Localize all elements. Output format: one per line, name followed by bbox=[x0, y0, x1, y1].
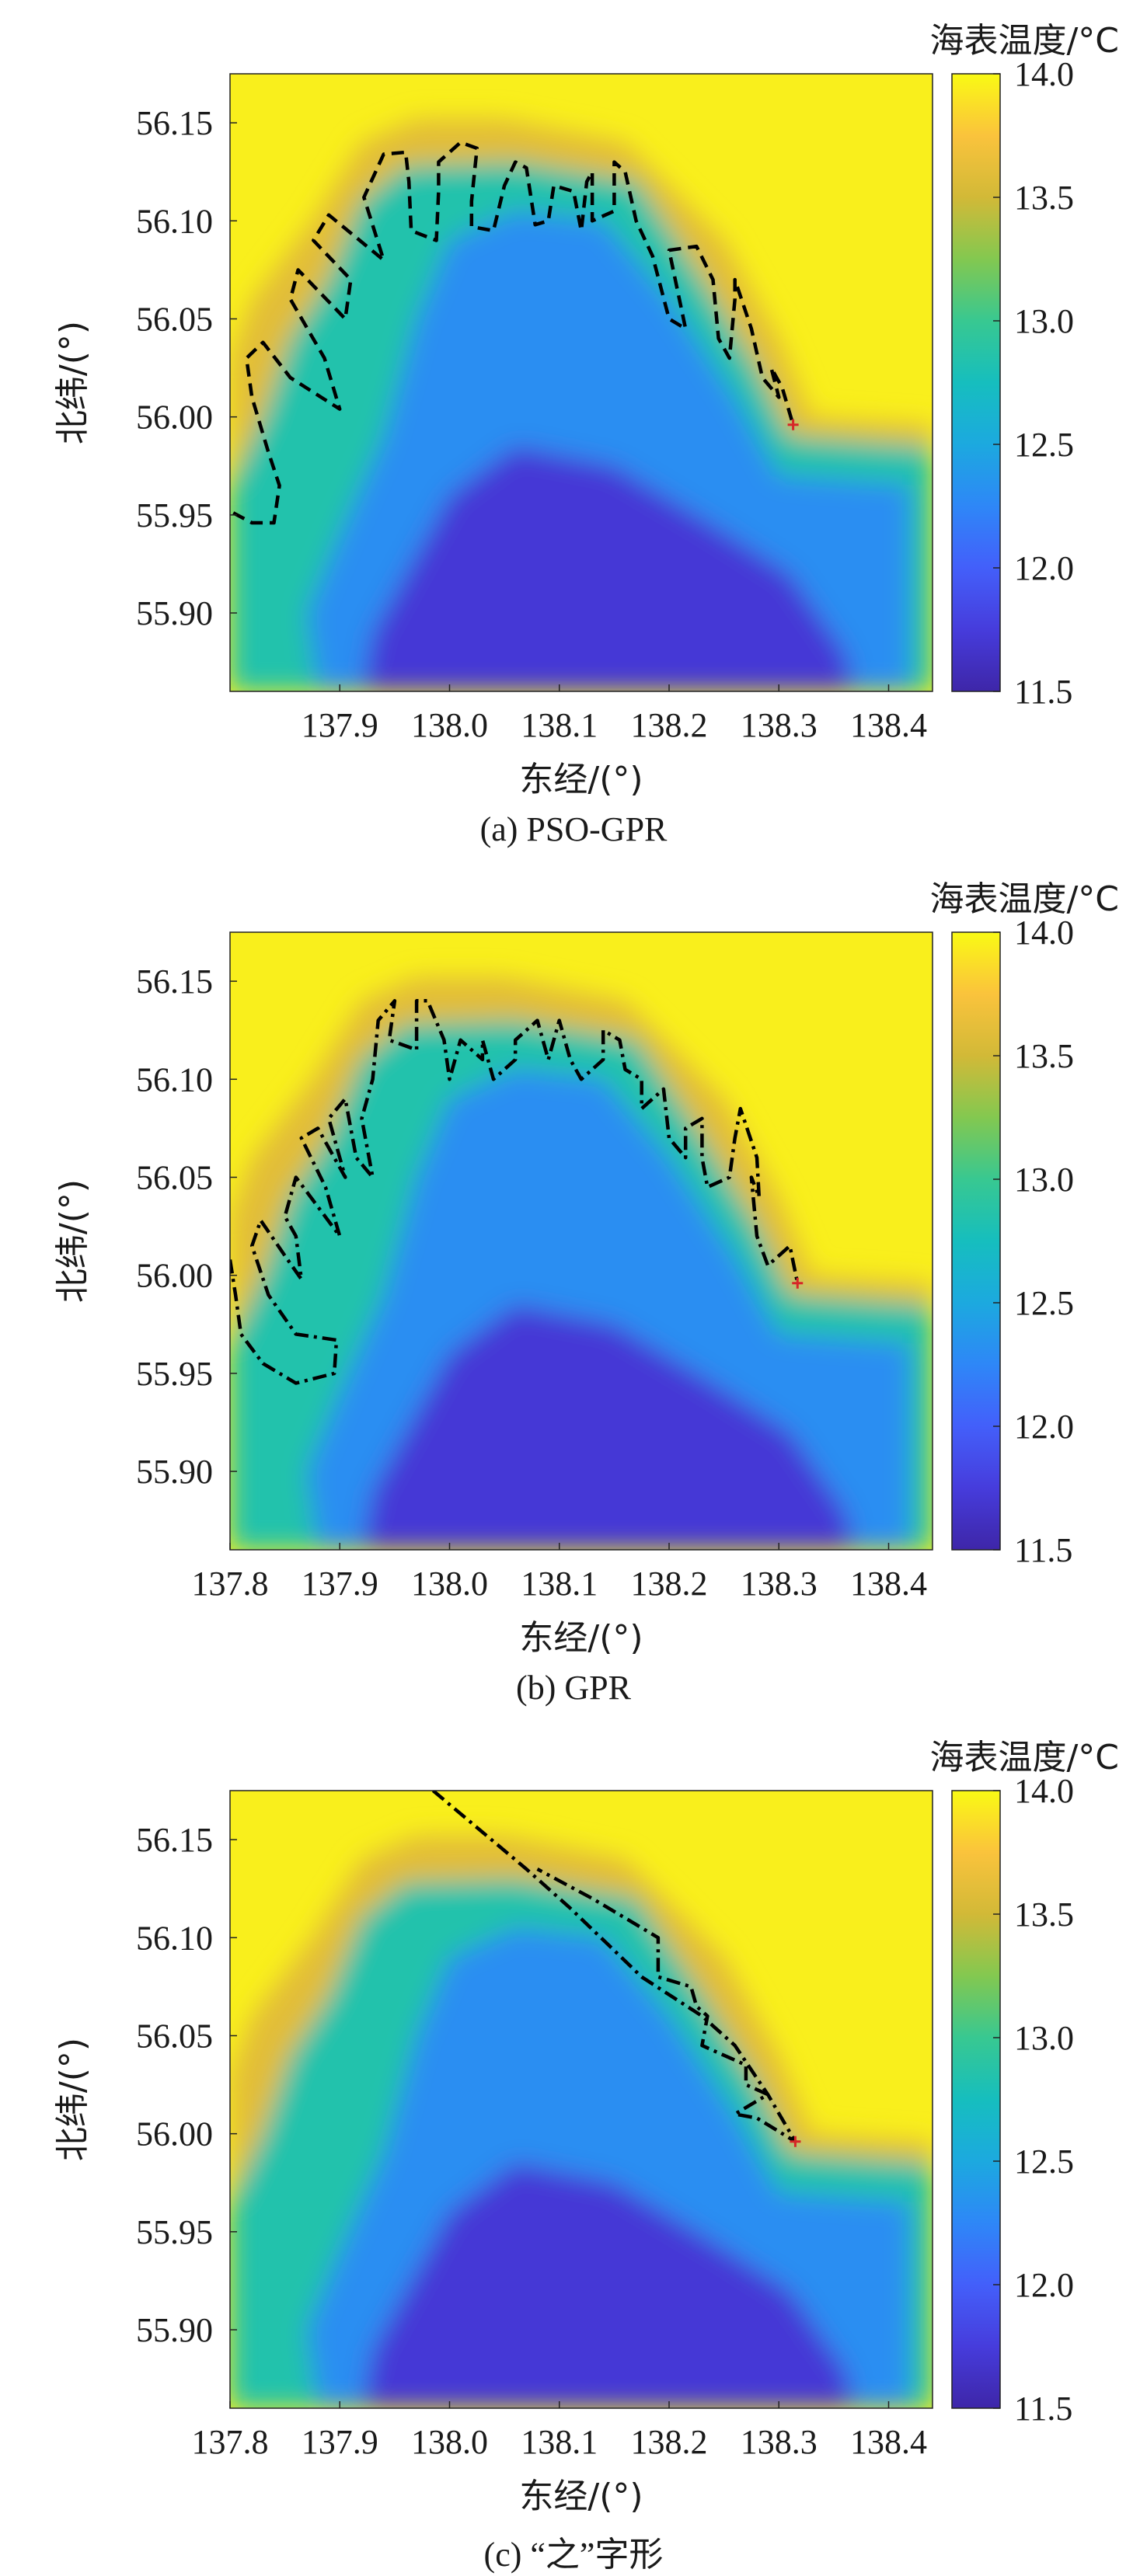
y-tick-label: 56.10 bbox=[136, 202, 213, 240]
y-tick-label: 56.05 bbox=[136, 2017, 213, 2055]
sst-field bbox=[230, 932, 933, 1550]
colorbar bbox=[951, 931, 1001, 1551]
x-tick-label: 137.9 bbox=[302, 706, 378, 744]
x-tick-label: 138.4 bbox=[850, 706, 927, 744]
x-tick-label: 138.0 bbox=[411, 706, 488, 744]
y-tick-label: 55.95 bbox=[136, 1355, 213, 1393]
start-marker bbox=[790, 2136, 801, 2147]
colorbar-tick-label: 12.5 bbox=[1014, 1284, 1074, 1322]
y-tick-label: 55.95 bbox=[136, 496, 213, 534]
x-tick-label: 138.3 bbox=[741, 706, 818, 744]
colorbar-tick-label: 13.5 bbox=[1014, 1037, 1074, 1075]
y-axis-label: 北纬/(°) bbox=[53, 2038, 92, 2161]
colorbar-label: 海表温度/°C bbox=[929, 1738, 1119, 1777]
plot-frame bbox=[229, 931, 933, 1551]
colorbar-label: 海表温度/°C bbox=[929, 21, 1119, 61]
panel-b: 137.8 137.9 138.0 138.1 138.2 138.3 138.4 56.15… bbox=[0, 858, 1147, 1713]
temperature-region-4 bbox=[361, 2163, 856, 2408]
sst-field bbox=[230, 1791, 933, 2408]
sst-field bbox=[230, 74, 933, 691]
trajectory-line bbox=[232, 141, 795, 525]
sst-heatmap-chart-a: 137.9 138.0 138.1 138.2 138.3 138.4 56.15 56.10… bbox=[53, 21, 1119, 799]
panel-a: 137.9 138.0 138.1 138.2 138.3 138.4 56.15 56.10… bbox=[0, 0, 1147, 855]
x-tick-label: 138.2 bbox=[631, 2423, 708, 2461]
colorbar-tick-label: 12.0 bbox=[1014, 1408, 1074, 1446]
panel-c: 137.8 137.9 138.0 138.1 138.2 138.3 138.4 56.15… bbox=[0, 1717, 1147, 2574]
x-tick-label: 138.2 bbox=[631, 706, 708, 744]
x-tick-label: 138.0 bbox=[411, 1565, 488, 1603]
y-axis-label: 北纬/(°) bbox=[53, 1179, 92, 1303]
x-axis-label: 东经/(°) bbox=[519, 1618, 643, 1658]
x-tick-label: 137.8 bbox=[192, 2423, 269, 2461]
colorbar-tick-label: 13.0 bbox=[1014, 2019, 1074, 2057]
colorbar bbox=[951, 1790, 1001, 2409]
trajectory-line bbox=[431, 1791, 797, 2144]
plot-frame bbox=[229, 1790, 933, 2409]
sst-heatmap-chart-b: 137.8 137.9 138.0 138.1 138.2 138.3 138.4 56.15… bbox=[53, 879, 1119, 1658]
x-tick-label: 138.2 bbox=[631, 1565, 708, 1603]
y-axis-label: 北纬/(°) bbox=[53, 321, 92, 444]
trajectory-line bbox=[230, 999, 800, 1385]
temperature-region-4 bbox=[361, 446, 856, 691]
colorbar-tick-label: 13.0 bbox=[1014, 1161, 1074, 1199]
x-tick-label: 138.1 bbox=[521, 706, 598, 744]
x-axis-label: 东经/(°) bbox=[519, 2477, 643, 2516]
chart-caption: (b) GPR bbox=[516, 1669, 631, 1707]
colorbar-tick-label: 11.5 bbox=[1014, 673, 1072, 711]
y-tick-label: 55.95 bbox=[136, 2213, 213, 2251]
colorbar-tick-label: 13.5 bbox=[1014, 1895, 1074, 1934]
colorbar-tick-label: 11.5 bbox=[1014, 1531, 1072, 1569]
x-tick-label: 138.3 bbox=[741, 1565, 818, 1603]
y-tick-label: 55.90 bbox=[136, 1453, 213, 1491]
colorbar-tick-label: 12.5 bbox=[1014, 2143, 1074, 2181]
temperature-region-4 bbox=[361, 1304, 856, 1550]
y-tick-label: 56.00 bbox=[136, 2115, 213, 2153]
x-tick-label: 138.4 bbox=[850, 2423, 927, 2461]
chart-caption: (a) PSO-GPR bbox=[479, 810, 668, 848]
x-tick-label: 138.3 bbox=[741, 2423, 818, 2461]
y-tick-label: 55.90 bbox=[136, 2311, 213, 2349]
x-axis-label: 东经/(°) bbox=[519, 760, 643, 799]
y-tick-label: 56.00 bbox=[136, 1257, 213, 1295]
colorbar-tick-label: 13.5 bbox=[1014, 179, 1074, 217]
y-tick-label: 56.15 bbox=[136, 1821, 213, 1859]
y-tick-label: 56.15 bbox=[136, 963, 213, 1001]
chart-caption: (c) “之”字形 bbox=[483, 2536, 664, 2574]
y-tick-label: 56.10 bbox=[136, 1919, 213, 1957]
y-tick-label: 56.00 bbox=[136, 399, 213, 437]
x-tick-label: 137.9 bbox=[302, 2423, 378, 2461]
x-tick-label: 138.1 bbox=[521, 2423, 598, 2461]
colorbar-tick-label: 12.0 bbox=[1014, 2266, 1074, 2304]
y-tick-label: 56.15 bbox=[136, 104, 213, 142]
colorbar-tick-label: 13.0 bbox=[1014, 302, 1074, 340]
x-tick-label: 138.4 bbox=[850, 1565, 927, 1603]
sst-heatmap-chart-c: 137.8 137.9 138.0 138.1 138.2 138.3 138.4 56.15… bbox=[53, 1738, 1119, 2516]
colorbar-label: 海表温度/°C bbox=[929, 879, 1119, 919]
start-marker bbox=[792, 1277, 804, 1289]
y-tick-label: 56.05 bbox=[136, 300, 213, 338]
start-marker bbox=[787, 419, 799, 430]
colorbar-tick-label: 14.0 bbox=[1014, 1772, 1074, 1810]
x-tick-label: 137.9 bbox=[302, 1565, 378, 1603]
plot-frame bbox=[229, 73, 933, 692]
colorbar-tick-label: 11.5 bbox=[1014, 2390, 1072, 2428]
colorbar-tick-label: 12.0 bbox=[1014, 549, 1074, 587]
y-tick-label: 56.05 bbox=[136, 1158, 213, 1196]
colorbar-tick-label: 14.0 bbox=[1014, 914, 1074, 952]
colorbar-tick-label: 12.5 bbox=[1014, 426, 1074, 464]
colorbar-tick-label: 14.0 bbox=[1014, 55, 1074, 93]
y-tick-label: 55.90 bbox=[136, 594, 213, 632]
x-tick-label: 137.8 bbox=[192, 1565, 269, 1603]
colorbar bbox=[951, 73, 1001, 692]
x-tick-label: 138.0 bbox=[411, 2423, 488, 2461]
y-tick-label: 56.10 bbox=[136, 1060, 213, 1098]
x-tick-label: 138.1 bbox=[521, 1565, 598, 1603]
